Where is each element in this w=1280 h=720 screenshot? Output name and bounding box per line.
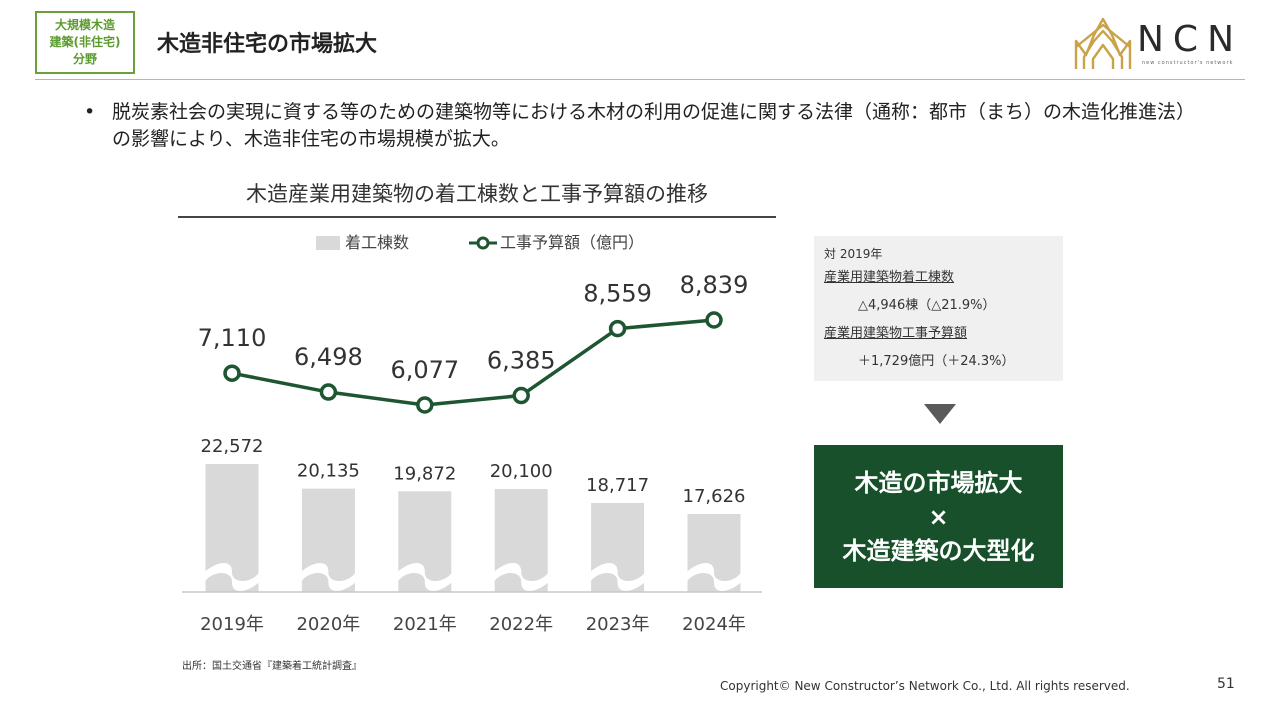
line-point <box>705 311 723 329</box>
comparison-panel: 対 2019年 産業用建築物着工棟数 △4,946棟（△21.9%） 産業用建築… <box>814 236 1063 381</box>
line-point <box>223 364 241 382</box>
axis-break-mark <box>397 563 453 591</box>
logo-mark-icon <box>1074 17 1132 69</box>
page-title: 木造非住宅の市場拡大 <box>157 32 378 57</box>
badge-line-3: 分野 <box>72 52 97 66</box>
combo-chart: 着工棟数 工事予算額（億円） 22,572 20,135 19,872 20,100 18,… <box>182 233 762 635</box>
legend-bar-label: 着工棟数 <box>345 233 409 252</box>
legend-bar-swatch <box>316 236 340 250</box>
x-tick-label: 2021年 <box>393 614 457 635</box>
x-tick-label: 2020年 <box>296 614 360 635</box>
logo-text: NCN <box>1137 19 1243 60</box>
conclusion-line-2: × <box>928 502 949 531</box>
conclusion-line-3: 木造建築の大型化 <box>842 536 1035 565</box>
axis-break-mark <box>300 563 356 591</box>
conclusion-line-1: 木造の市場拡大 <box>854 468 1023 497</box>
line-data-label: 8,839 <box>680 271 749 299</box>
x-tick-label: 2019年 <box>200 614 264 635</box>
line-data-label: 7,110 <box>198 324 267 352</box>
x-tick-label: 2024年 <box>682 614 746 635</box>
axis-break-mark <box>493 563 549 591</box>
conclusion-box: 木造の市場拡大 × 木造建築の大型化 <box>814 445 1063 588</box>
x-tick-label: 2023年 <box>586 614 650 635</box>
bullet-marker: • <box>84 101 96 123</box>
bar-data-label: 20,100 <box>490 461 553 482</box>
ncn-logo: NCN new constructor's network <box>1072 11 1248 73</box>
source-note: 出所：国土交通省『建築着工統計調査』 <box>182 661 362 672</box>
line-point <box>319 383 338 401</box>
page-number: 51 <box>1217 676 1235 692</box>
line-data-label: 8,559 <box>583 280 652 308</box>
comparison-item-2-value: ＋1,729億円（＋24.3%） <box>858 354 1015 369</box>
comparison-heading: 対 2019年 <box>824 247 883 261</box>
logo-subtext: new constructor's network <box>1142 60 1234 66</box>
badge-line-2: 建築(非住宅) <box>49 35 121 49</box>
bullet-point: • 脱炭素社会の実現に資する等のための建築物等における木材の利用の促進に関する法… <box>84 99 1194 153</box>
copyright-notice: Copyright© New Constructor’s Network Co.… <box>720 679 1130 693</box>
comparison-item-1-label: 産業用建築物着工棟数 <box>824 270 955 285</box>
category-badge: 大規模木造 建築(非住宅) 分野 <box>35 11 135 74</box>
bar-data-label: 18,717 <box>586 475 649 496</box>
bullet-text: 脱炭素社会の実現に資する等のための建築物等における木材の利用の促進に関する法律（… <box>112 101 1186 150</box>
line-point <box>416 396 434 414</box>
bar-data-label: 19,872 <box>393 463 456 484</box>
x-tick-label: 2022年 <box>489 614 553 635</box>
axis-break-mark <box>204 563 260 591</box>
line-point <box>608 319 627 338</box>
bar-data-label: 20,135 <box>297 461 360 482</box>
chart-title-underline <box>178 216 776 218</box>
legend-line-marker <box>476 236 490 250</box>
line-data-label: 6,385 <box>487 347 556 375</box>
down-arrow-icon <box>924 404 956 424</box>
comparison-item-2-label: 産業用建築物工事予算額 <box>824 326 968 341</box>
chart-legend: 着工棟数 工事予算額（億円） <box>316 233 644 252</box>
chart-title: 木造産業用建築物の着工棟数と工事予算額の推移 <box>246 182 708 206</box>
badge-line-1: 大規模木造 <box>54 18 115 32</box>
line-data-label: 6,077 <box>390 356 459 384</box>
axis-break-mark <box>590 563 646 591</box>
axis-break-mark <box>686 563 742 591</box>
line-point <box>512 386 530 405</box>
header-divider <box>35 79 1245 80</box>
line-series <box>231 318 715 407</box>
legend-line-label: 工事予算額（億円） <box>500 233 644 252</box>
line-data-label: 6,498 <box>294 343 363 371</box>
bar-data-label: 22,572 <box>201 436 264 457</box>
bar-data-label: 17,626 <box>683 486 746 507</box>
comparison-item-1-value: △4,946棟（△21.9%） <box>858 298 996 313</box>
